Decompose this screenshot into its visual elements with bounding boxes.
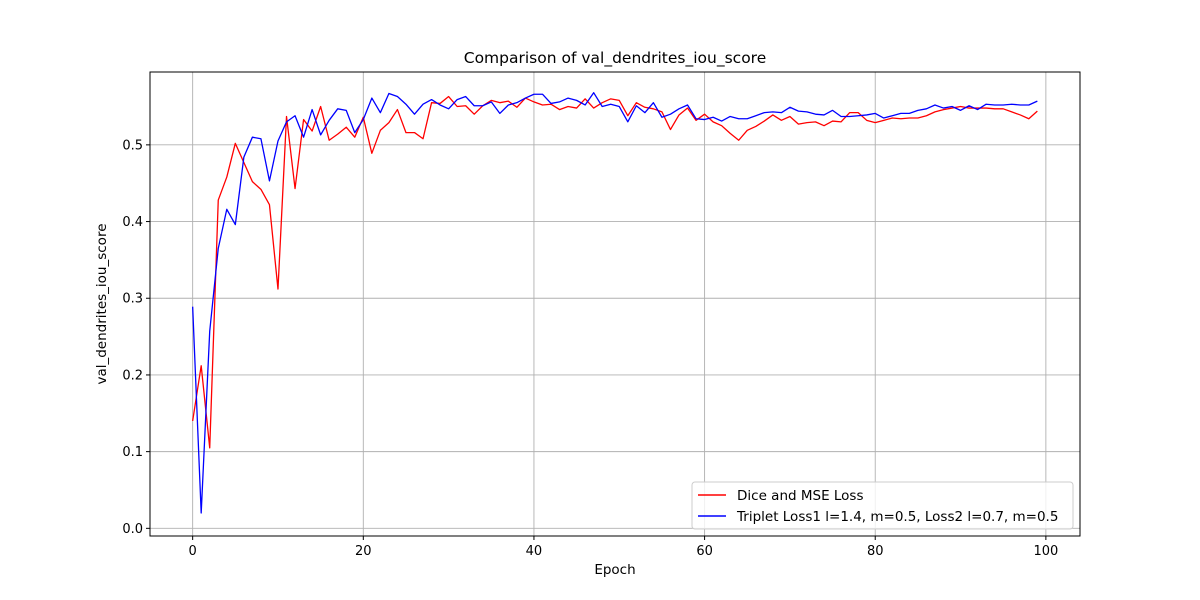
- chart-title: Comparison of val_dendrites_iou_score: [464, 49, 767, 68]
- plot-area-frame: [149, 71, 1081, 537]
- series-group: [192, 92, 1038, 514]
- y-tick-label: 0.3: [122, 292, 143, 307]
- y-tick-label: 0.4: [122, 215, 143, 230]
- x-tick-label: 20: [355, 544, 372, 559]
- y-tick-label: 0.2: [122, 368, 143, 383]
- x-tick-label: 100: [1033, 544, 1058, 559]
- legend-label-dice-mse: Dice and MSE Loss: [737, 488, 864, 504]
- x-axis-label: Epoch: [594, 562, 635, 578]
- axis-ticks: 0 20 40 60 80 100 0.0 0.1 0.2 0.3 0.4 0.5: [122, 138, 1058, 559]
- legend-label-triplet: Triplet Loss1 l=1.4, m=0.5, Loss2 l=0.7,…: [736, 509, 1058, 525]
- legend: Dice and MSE Loss Triplet Loss1 l=1.4, m…: [691, 481, 1074, 530]
- x-tick-label: 80: [867, 544, 884, 559]
- grid: [150, 72, 1080, 536]
- y-tick-label: 0.5: [122, 138, 143, 153]
- x-tick-label: 40: [526, 544, 543, 559]
- series-line-dice-mse: [192, 95, 1038, 449]
- y-axis-label: val_dendrites_iou_score: [94, 223, 110, 384]
- y-tick-label: 0.1: [122, 445, 143, 460]
- series-line-triplet: [192, 92, 1038, 514]
- x-tick-label: 60: [696, 544, 713, 559]
- y-tick-label: 0.0: [122, 522, 143, 537]
- x-tick-label: 0: [189, 544, 197, 559]
- legend-box: [691, 481, 1074, 530]
